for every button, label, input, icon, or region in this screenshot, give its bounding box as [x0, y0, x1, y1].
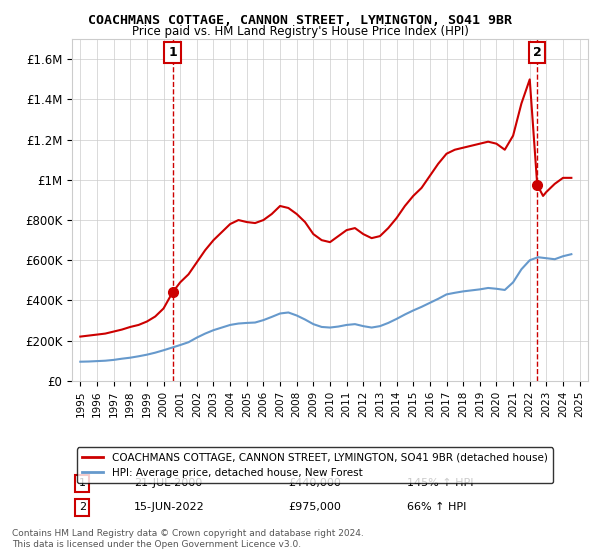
- Text: 15-JUN-2022: 15-JUN-2022: [134, 502, 205, 512]
- Text: 1: 1: [79, 478, 86, 488]
- Text: 66% ↑ HPI: 66% ↑ HPI: [407, 502, 467, 512]
- Legend: COACHMANS COTTAGE, CANNON STREET, LYMINGTON, SO41 9BR (detached house), HPI: Ave: COACHMANS COTTAGE, CANNON STREET, LYMING…: [77, 447, 553, 483]
- Text: 2: 2: [79, 502, 86, 512]
- Text: 1: 1: [168, 46, 177, 59]
- Text: 21-JUL-2000: 21-JUL-2000: [134, 478, 202, 488]
- Text: £440,000: £440,000: [289, 478, 341, 488]
- Text: 145% ↑ HPI: 145% ↑ HPI: [407, 478, 474, 488]
- Text: COACHMANS COTTAGE, CANNON STREET, LYMINGTON, SO41 9BR: COACHMANS COTTAGE, CANNON STREET, LYMING…: [88, 14, 512, 27]
- Text: 2: 2: [533, 46, 542, 59]
- Text: Contains HM Land Registry data © Crown copyright and database right 2024.
This d: Contains HM Land Registry data © Crown c…: [12, 529, 364, 549]
- Text: Price paid vs. HM Land Registry's House Price Index (HPI): Price paid vs. HM Land Registry's House …: [131, 25, 469, 38]
- Text: £975,000: £975,000: [289, 502, 341, 512]
